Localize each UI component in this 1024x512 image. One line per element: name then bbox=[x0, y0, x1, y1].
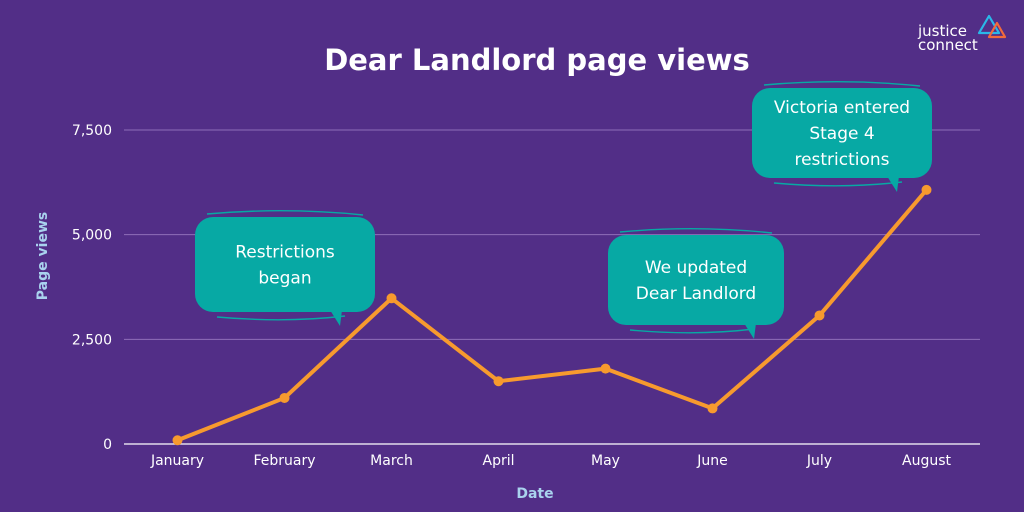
callout-swoosh-top bbox=[619, 228, 773, 234]
callout-tail bbox=[330, 310, 342, 326]
x-tick-label: February bbox=[253, 453, 315, 469]
callout-text-line: We updated bbox=[645, 258, 747, 278]
callout-bubble: Victoria entered Stage 4 restrictions bbox=[752, 81, 932, 192]
callout-body bbox=[752, 88, 932, 178]
data-point bbox=[921, 184, 932, 195]
data-point bbox=[172, 435, 183, 446]
x-tick-label: August bbox=[902, 453, 952, 469]
callout-text-line: began bbox=[258, 269, 311, 289]
callout-text-line: restrictions bbox=[794, 150, 889, 170]
chart-title: Dear Landlord page views bbox=[324, 43, 750, 77]
callout-text-line: Stage 4 bbox=[809, 124, 874, 144]
series-line bbox=[175, 187, 929, 443]
data-point bbox=[600, 363, 611, 374]
x-axis-label: Date bbox=[516, 486, 553, 502]
logo-triangles-icon bbox=[977, 14, 1007, 39]
callout-tail bbox=[744, 323, 756, 339]
callout-bubble: We updated Dear Landlord bbox=[608, 228, 784, 339]
callout-bubble: Restrictions began bbox=[195, 210, 375, 326]
callout-text-line: Victoria entered bbox=[774, 98, 910, 118]
data-point bbox=[386, 293, 397, 304]
callout-text-line: Dear Landlord bbox=[636, 284, 756, 304]
x-tick-label: May bbox=[591, 453, 620, 469]
data-point bbox=[707, 403, 718, 414]
callout-swoosh-bottom bbox=[216, 315, 346, 321]
x-tick-label: January bbox=[150, 453, 204, 469]
y-tick-label: 5,000 bbox=[72, 228, 112, 244]
data-point bbox=[493, 376, 504, 387]
callout-swoosh-bottom bbox=[773, 181, 903, 187]
logo-text-line2: connect bbox=[918, 36, 978, 54]
callout-tail bbox=[887, 176, 899, 192]
x-tick-label: July bbox=[806, 453, 832, 469]
logo-text-line1: justice bbox=[917, 22, 967, 40]
data-point bbox=[814, 310, 825, 321]
y-tick-label: 0 bbox=[103, 437, 112, 453]
callout-swoosh-top bbox=[206, 210, 364, 216]
x-tick-label: March bbox=[370, 453, 413, 469]
x-tick-label: April bbox=[483, 453, 515, 469]
data-point bbox=[279, 392, 290, 403]
callout-swoosh-bottom bbox=[629, 328, 755, 334]
x-tick-label: June bbox=[696, 453, 728, 469]
justice-connect-logo: justice connect bbox=[917, 14, 1007, 54]
callout-swoosh-top bbox=[763, 81, 921, 87]
y-axis-label: Page views bbox=[35, 212, 51, 300]
y-tick-label: 7,500 bbox=[72, 123, 112, 139]
callout-text-line: Restrictions bbox=[235, 243, 335, 263]
y-tick-label: 2,500 bbox=[72, 332, 112, 348]
callout-body bbox=[195, 217, 375, 312]
callout-body bbox=[608, 235, 784, 325]
